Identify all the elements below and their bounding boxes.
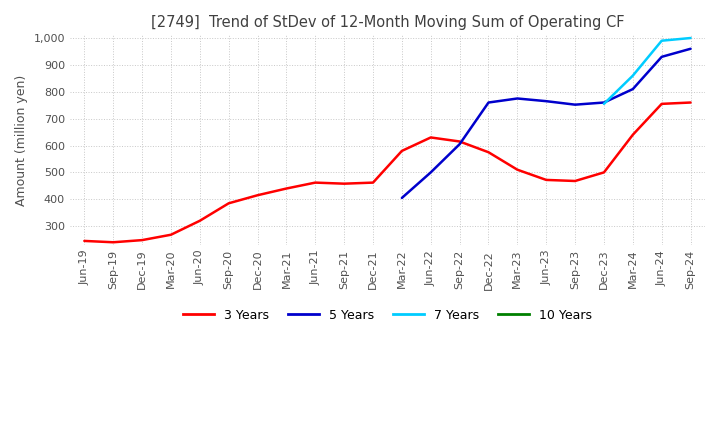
Title: [2749]  Trend of StDev of 12-Month Moving Sum of Operating CF: [2749] Trend of StDev of 12-Month Moving… [150, 15, 624, 30]
Legend: 3 Years, 5 Years, 7 Years, 10 Years: 3 Years, 5 Years, 7 Years, 10 Years [178, 304, 597, 327]
Y-axis label: Amount (million yen): Amount (million yen) [15, 74, 28, 206]
